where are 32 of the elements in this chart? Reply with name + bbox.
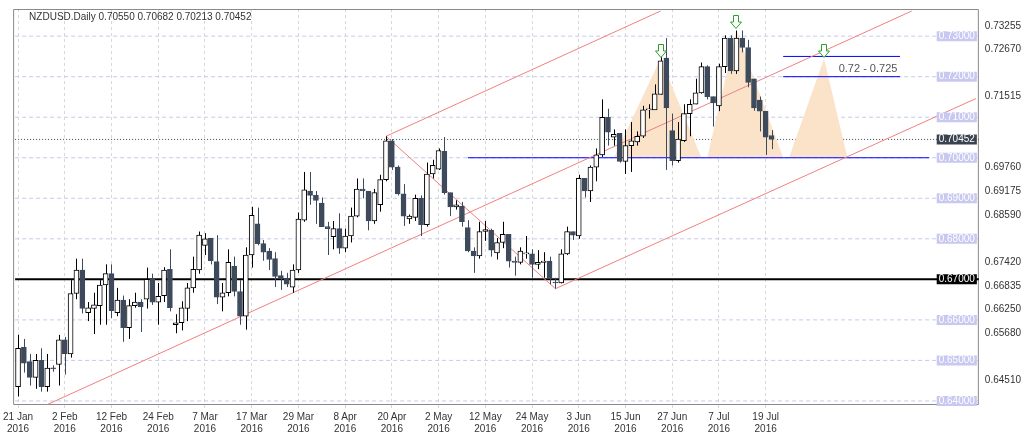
x-tick-label: 20 Apr 2016 [377,410,407,434]
ref-line-label: 0.70452 [938,133,976,145]
y-tick-label: 0.66250 [984,303,1022,315]
ref-line-label: 0.67000 [938,273,976,285]
x-tick-label: 21 Jan 2016 [3,410,34,434]
x-tick-label: 15 Jun 2016 [610,410,641,434]
x-tick-label: 24 Feb 2016 [142,410,175,434]
x-tick-label: 2 May 2016 [424,410,453,434]
x-tick-label: 2 Feb 2016 [51,410,78,434]
x-tick-label: 7 Jul 2016 [707,410,731,434]
annotation: 0.72 - 0.725 [838,62,898,75]
x-tick-label: 8 Apr 2016 [333,410,358,434]
y-tick-label: 0.65680 [984,326,1022,338]
y-tick-label: 0.71515 [984,90,1022,102]
chart-title: NZDUSD.Daily 0.70550 0.70682 0.70213 0.70452 [29,11,252,22]
x-tick-label: 27 Jun 2016 [657,410,688,434]
x-tick-label: 12 Feb 2016 [95,410,128,434]
x-tick-label: 17 Mar 2016 [236,410,268,434]
x-tick-label: 24 May 2016 [515,410,549,434]
y-tick-label: 0.68590 [984,208,1022,220]
x-tick-label: 3 Jun 2016 [566,410,591,434]
y-tick-label: 0.64510 [984,374,1022,386]
y-tick-label: 0.69175 [984,184,1022,196]
x-tick-label: 19 Jul 2016 [752,410,780,434]
x-tick-label: 7 Mar 2016 [192,410,219,434]
y-tick-label: 0.73255 [984,19,1022,31]
y-tick-label: 0.66835 [984,279,1022,291]
y-tick-label: 0.72670 [984,43,1022,55]
y-tick-label: 0.67420 [984,256,1022,268]
x-tick-label: 29 Mar 2016 [282,410,315,434]
y-tick-label: 0.69760 [984,161,1022,173]
x-tick-label: 12 May 2016 [468,410,502,434]
